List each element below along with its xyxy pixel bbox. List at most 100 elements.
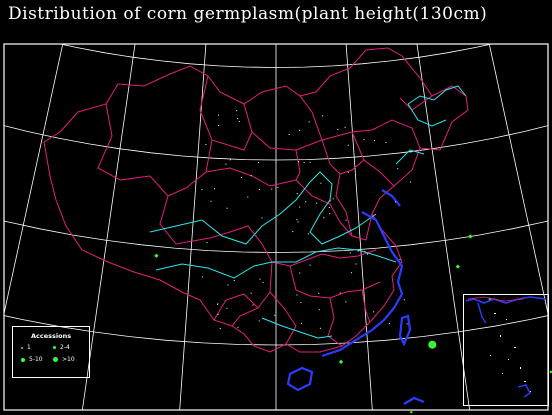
- speck-mark: [322, 115, 323, 117]
- inset-map: [465, 296, 547, 398]
- speck-mark: [226, 207, 228, 209]
- speck-mark: [357, 250, 359, 252]
- legend: Accessions 1 2-4 5-10 >10: [12, 326, 90, 378]
- inset-border: [467, 296, 525, 302]
- rivers: [149, 85, 467, 339]
- speck-mark: [296, 219, 298, 221]
- inset-islands: [490, 313, 531, 392]
- parallel-line: [4, 315, 548, 346]
- speck-mark: [345, 301, 347, 303]
- speck-mark: [308, 121, 310, 123]
- legend-dot-icon: [21, 346, 23, 349]
- speck-mark: [364, 250, 366, 252]
- taiwan-island: [398, 314, 412, 347]
- speck-mark: [318, 292, 320, 294]
- legend-item-1: 1: [21, 344, 31, 351]
- speck-mark: [298, 161, 299, 163]
- speck-mark: [350, 272, 352, 274]
- speck-mark: [210, 200, 212, 202]
- speck-mark: [373, 311, 375, 313]
- legend-item-4: >10: [53, 356, 75, 363]
- speck-mark: [318, 309, 320, 311]
- speck-mark: [397, 168, 399, 170]
- speck-mark: [252, 304, 254, 306]
- speck-mark: [217, 313, 219, 315]
- coastline: [286, 189, 425, 405]
- speck-mark: [344, 126, 346, 128]
- speck-mark: [225, 163, 227, 165]
- speck-mark: [373, 140, 375, 142]
- speck-mark: [236, 110, 238, 112]
- speck-mark: [238, 121, 240, 122]
- accession-point-gansu: [154, 253, 159, 258]
- yellow-river: [149, 171, 377, 245]
- speck-mark: [316, 202, 318, 204]
- province-borders: [43, 47, 469, 353]
- minor-specks: [201, 110, 412, 329]
- speck-mark: [218, 114, 219, 116]
- inset-coast: [517, 384, 531, 398]
- speck-mark: [297, 221, 299, 223]
- speck-mark: [320, 182, 322, 184]
- speck-mark: [205, 144, 207, 145]
- speck-mark: [247, 196, 249, 198]
- speck-mark: [258, 162, 260, 164]
- speck-mark: [201, 189, 203, 191]
- speck-mark: [399, 259, 401, 261]
- accession-point-hebei: [455, 264, 460, 269]
- speck-mark: [305, 201, 307, 203]
- speck-mark: [410, 181, 412, 183]
- speck-mark: [292, 231, 294, 233]
- speck-mark: [406, 323, 408, 325]
- inset-coast: [477, 302, 487, 324]
- speck-mark: [394, 201, 396, 203]
- speck-mark: [367, 253, 368, 255]
- accession-point-hubei: [410, 411, 413, 414]
- parallel-line: [58, 44, 494, 68]
- parallel-line: [4, 220, 548, 253]
- speck-mark: [241, 176, 242, 178]
- pearl-river: [261, 317, 333, 339]
- speck-mark: [363, 139, 365, 140]
- speck-mark: [300, 301, 302, 303]
- speck-mark: [227, 284, 229, 286]
- accession-points: [154, 234, 552, 414]
- speck-mark: [323, 217, 325, 219]
- speck-mark: [262, 281, 264, 283]
- speck-mark: [258, 189, 260, 191]
- speck-mark: [261, 217, 263, 219]
- meridian-line: [416, 44, 471, 410]
- speck-mark: [329, 200, 331, 202]
- speck-mark: [277, 187, 279, 188]
- speck-mark: [339, 292, 341, 294]
- speck-mark: [299, 129, 301, 131]
- speck-mark: [250, 292, 252, 294]
- speck-mark: [347, 144, 349, 146]
- speck-mark: [217, 303, 218, 305]
- accession-point-beijing: [468, 234, 473, 239]
- speck-mark: [258, 320, 260, 322]
- legend-title: Accessions: [31, 332, 72, 340]
- speck-mark: [233, 280, 235, 281]
- legend-dot-icon: [53, 346, 56, 349]
- speck-mark: [319, 327, 321, 329]
- speck-mark: [259, 278, 261, 280]
- meridian-line: [4, 44, 64, 316]
- speck-mark: [201, 276, 203, 278]
- speck-mark: [388, 323, 390, 324]
- speck-mark: [347, 171, 349, 173]
- speck-mark: [309, 161, 311, 163]
- accession-point-henan: [428, 340, 437, 349]
- inset-coast: [465, 296, 547, 304]
- speck-mark: [274, 314, 276, 316]
- speck-mark: [229, 159, 231, 161]
- speck-mark: [299, 272, 301, 274]
- speck-mark: [271, 188, 273, 190]
- legend-dot-icon: [53, 357, 58, 362]
- legend-item-2: 2-4: [53, 344, 70, 351]
- speck-mark: [345, 219, 347, 221]
- speck-mark: [296, 193, 298, 194]
- speck-mark: [250, 175, 252, 177]
